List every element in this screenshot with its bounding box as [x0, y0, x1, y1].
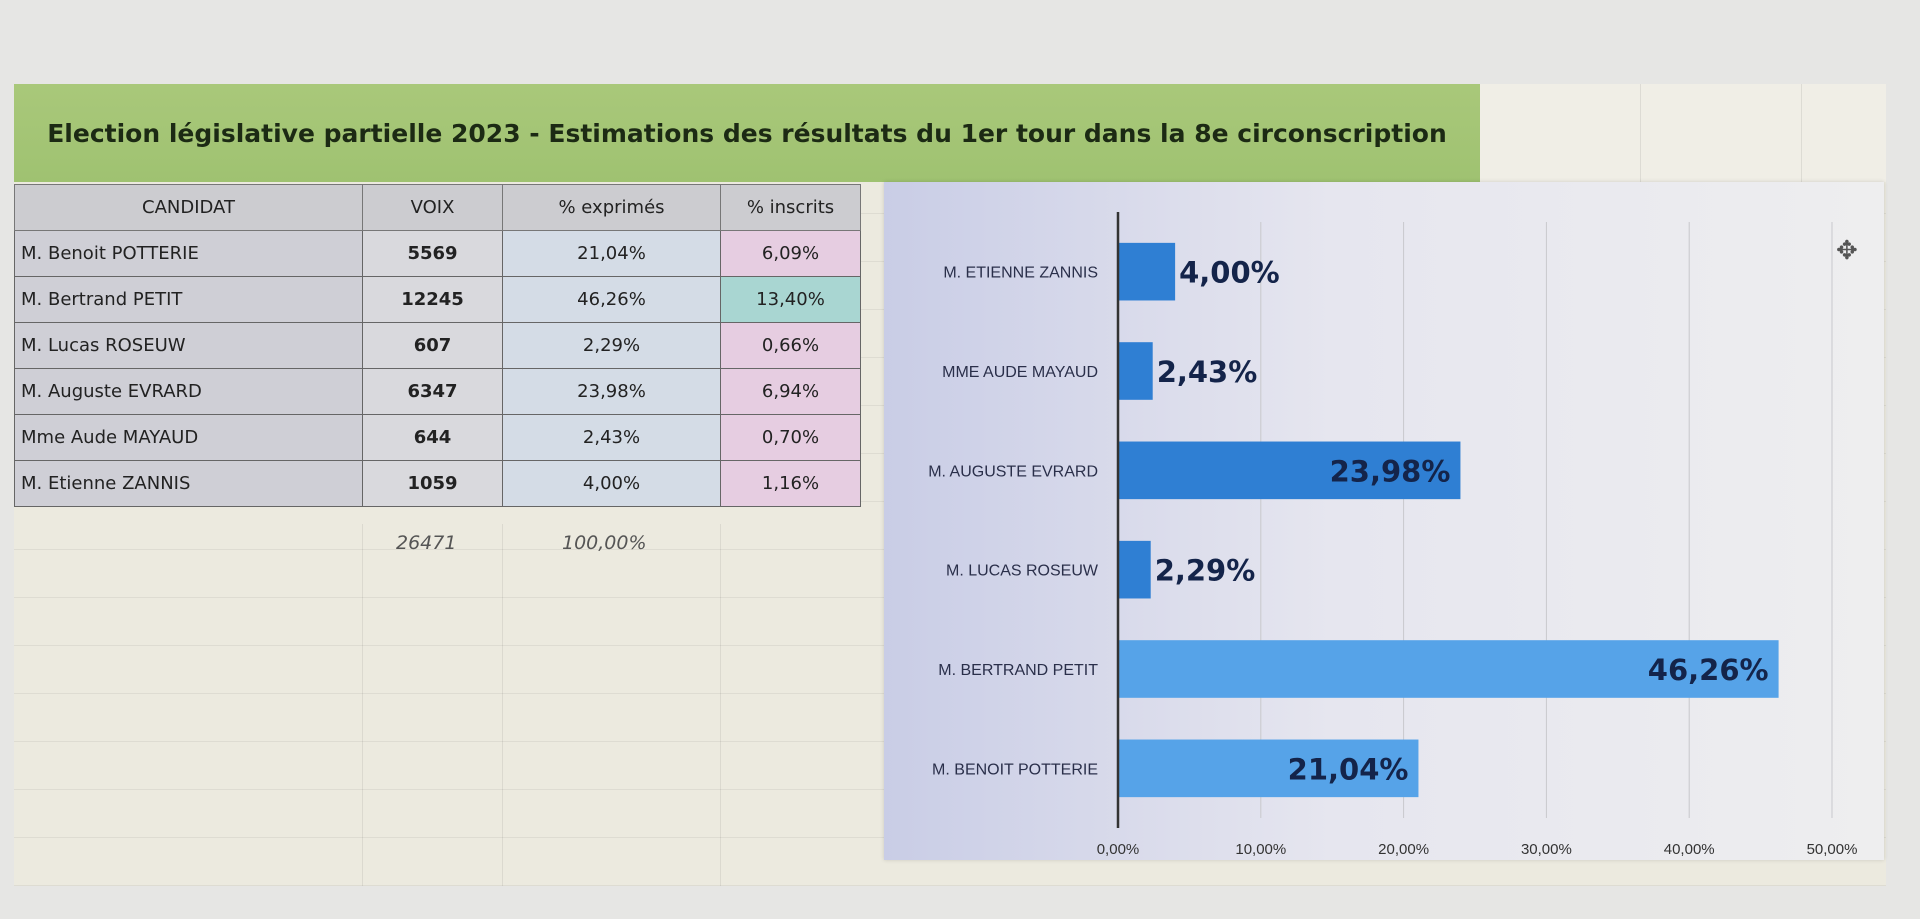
data-label: 21,04% [1288, 752, 1409, 786]
header-voix[interactable]: VOIX [362, 184, 503, 231]
cell-inscrits[interactable]: 1,16% [720, 460, 861, 507]
table-row: M. Auguste EVRARD 6347 23,98% 6,94% [14, 368, 861, 415]
header-inscrits[interactable]: % inscrits [720, 184, 861, 231]
cell-inscrits[interactable]: 0,70% [720, 414, 861, 461]
bar [1118, 242, 1176, 301]
data-label: 2,29% [1155, 554, 1256, 588]
cell-inscrits[interactable]: 6,94% [720, 368, 861, 415]
bar [1118, 540, 1151, 599]
total-voix[interactable]: 26471 [396, 532, 457, 554]
x-tick-label: 10,00% [1235, 841, 1286, 858]
gridline [720, 524, 721, 886]
gridline [502, 524, 503, 886]
data-label: 2,43% [1157, 355, 1258, 389]
data-label: 23,98% [1330, 454, 1451, 488]
cell-voix[interactable]: 607 [362, 322, 503, 369]
x-tick-label: 20,00% [1378, 841, 1429, 858]
cell-candidat[interactable]: M. Bertrand PETIT [14, 276, 363, 323]
bar [1118, 739, 1419, 798]
cell-inscrits[interactable]: 6,09% [720, 230, 861, 277]
cell-exprimes[interactable]: 2,43% [502, 414, 721, 461]
cell-voix[interactable]: 6347 [362, 368, 503, 415]
total-exprimes[interactable]: 100,00% [562, 532, 647, 554]
cell-exprimes[interactable]: 21,04% [502, 230, 721, 277]
category-label: MME AUDE MAYAUD [942, 364, 1098, 381]
cell-candidat[interactable]: Mme Aude MAYAUD [14, 414, 363, 461]
table-row: M. Etienne ZANNIS 1059 4,00% 1,16% [14, 460, 861, 507]
cell-inscrits[interactable]: 0,66% [720, 322, 861, 369]
cell-candidat[interactable]: M. Lucas ROSEUW [14, 322, 363, 369]
bar [1118, 640, 1779, 698]
empty-cells-right [1480, 84, 1886, 182]
cell-voix[interactable]: 12245 [362, 276, 503, 323]
mouse-cursor-icon: ✥ [1836, 235, 1858, 265]
cell-exprimes[interactable]: 23,98% [502, 368, 721, 415]
x-tick-label: 30,00% [1521, 841, 1572, 858]
category-label: M. LUCAS ROSEUW [946, 563, 1099, 580]
title-band [14, 84, 1480, 182]
header-exprimes[interactable]: % exprimés [502, 184, 721, 231]
category-label: M. ETIENNE ZANNIS [943, 265, 1098, 282]
cell-candidat[interactable]: M. Benoit POTTERIE [14, 230, 363, 277]
data-label: 4,00% [1179, 256, 1280, 290]
results-table: CANDIDAT VOIX % exprimés % inscrits M. B… [14, 184, 861, 507]
sheet-title: Election législative partielle 2023 - Es… [47, 118, 1447, 148]
cell-inscrits-highlighted[interactable]: 13,40% [720, 276, 861, 323]
table-row: M. Bertrand PETIT 12245 46,26% 13,40% [14, 276, 861, 323]
x-tick-label: 50,00% [1807, 841, 1858, 858]
bar-chart[interactable]: 0,00% 10,00% 20,00% 30,00% 40,00% 50,00% M. ET… [884, 182, 1884, 860]
header-candidat[interactable]: CANDIDAT [14, 184, 363, 231]
cell-exprimes[interactable]: 46,26% [502, 276, 721, 323]
table-header-row: CANDIDAT VOIX % exprimés % inscrits [14, 184, 861, 231]
bar [1118, 342, 1153, 400]
category-label: M. BENOIT POTTERIE [932, 761, 1098, 778]
cell-voix[interactable]: 1059 [362, 460, 503, 507]
x-tick-label: 40,00% [1664, 841, 1715, 858]
table-row: M. Benoit POTTERIE 5569 21,04% 6,09% [14, 230, 861, 277]
cell-exprimes[interactable]: 2,29% [502, 322, 721, 369]
cell-candidat[interactable]: M. Etienne ZANNIS [14, 460, 363, 507]
data-label: 46,26% [1648, 653, 1769, 687]
gridline [362, 524, 363, 886]
cell-voix[interactable]: 644 [362, 414, 503, 461]
cell-exprimes[interactable]: 4,00% [502, 460, 721, 507]
category-label: M. AUGUSTE EVRARD [928, 463, 1098, 480]
cell-voix[interactable]: 5569 [362, 230, 503, 277]
table-row: M. Lucas ROSEUW 607 2,29% 0,66% [14, 322, 861, 369]
bar [1118, 441, 1461, 500]
table-row: Mme Aude MAYAUD 644 2,43% 0,70% [14, 414, 861, 461]
cell-candidat[interactable]: M. Auguste EVRARD [14, 368, 363, 415]
chart-canvas: 0,00% 10,00% 20,00% 30,00% 40,00% 50,00% M. ET… [928, 212, 1858, 858]
category-label: M. BERTRAND PETIT [938, 662, 1098, 679]
x-tick-label: 0,00% [1097, 841, 1140, 858]
